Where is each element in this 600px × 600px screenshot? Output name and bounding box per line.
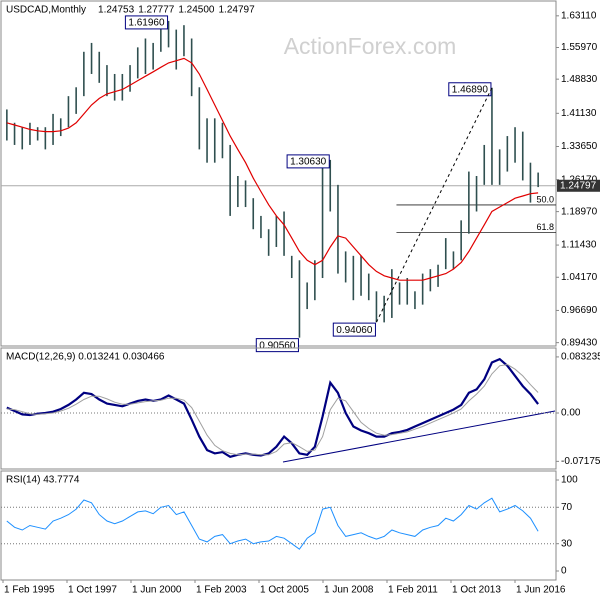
indicator-line [6,497,539,550]
x-tick-label: 1 Feb 2011 [388,585,438,596]
x-tick-label: 1 Feb 2003 [196,585,247,596]
moving-average [6,57,539,281]
annotation: 1.61960 [124,15,169,30]
x-tick-label: 1 Jun 2008 [324,585,374,596]
macd-trendline [282,410,556,463]
y-tick-label: 0 [561,566,567,577]
annotation-box [332,322,376,337]
annotation-box [124,15,169,30]
indicator-line [6,357,539,458]
panel-title: MACD(12,26,9) 0.013241 0.030466 [6,352,165,363]
last-price-box [557,179,600,192]
annotation-label: 1.61960 [128,18,165,29]
y-tick-label: 1.33650 [561,141,598,152]
header-value: 1.27777 [138,5,175,16]
annotation-label: 0.94060 [336,325,373,336]
y-tick-label: 1.18970 [561,206,598,217]
header-value: 1.24500 [178,5,215,16]
panel-frame [0,347,557,470]
y-tick-label: 30 [561,538,573,549]
annotation: 1.46890 [448,82,492,97]
x-tick-label: 1 Oct 2005 [260,585,309,596]
x-tick-label: 1 Feb 1995 [4,585,55,596]
y-tick-label: -0.071752 [561,456,600,467]
last-price-label: 1.24797 [560,180,597,191]
y-tick-label: 0.96690 [561,305,598,316]
indicator-line [6,363,539,456]
annotation-box [286,154,330,169]
x-tick-label: 1 Oct 2013 [452,585,501,596]
x-tick-label: 1 Jun 2016 [516,585,566,596]
y-tick-label: 1.11430 [561,240,597,251]
x-tick-label: 1 Oct 1997 [68,585,117,596]
header-value: 1.24753 [98,5,135,16]
y-tick-label: 1.04170 [561,272,598,283]
annotation-label: 1.30630 [290,157,327,168]
y-tick-label: 1.48830 [561,74,598,85]
annotation-label: 0.90560 [259,340,296,351]
y-tick-label: 0.083235 [561,352,600,363]
y-tick-label: 1.63110 [561,10,597,21]
y-tick-label: 0.00 [561,408,581,419]
y-tick-label: 0.89430 [561,337,598,348]
y-tick-label: 100 [561,475,578,486]
y-tick-label: 1.55970 [561,42,598,53]
trend-dashed-line [376,87,493,323]
watermark: ActionForex.com [284,33,457,59]
annotation: 1.30630 [286,154,330,169]
fib-label: 61.8 [536,222,554,232]
header-value: 1.24797 [219,5,256,16]
panel-title: RSI(14) 43.7774 [6,475,80,486]
annotation: 0.94060 [332,322,376,337]
panel-frame [0,470,557,581]
fib-label: 50.0 [536,194,554,204]
chart-title: USDCAD,Monthly [6,5,86,16]
annotation-label: 1.46890 [452,84,489,95]
x-tick-label: 1 Jun 2000 [132,585,182,596]
y-tick-label: 1.41130 [561,108,597,119]
y-tick-label: 70 [561,502,573,513]
annotation: 0.90560 [255,338,299,353]
